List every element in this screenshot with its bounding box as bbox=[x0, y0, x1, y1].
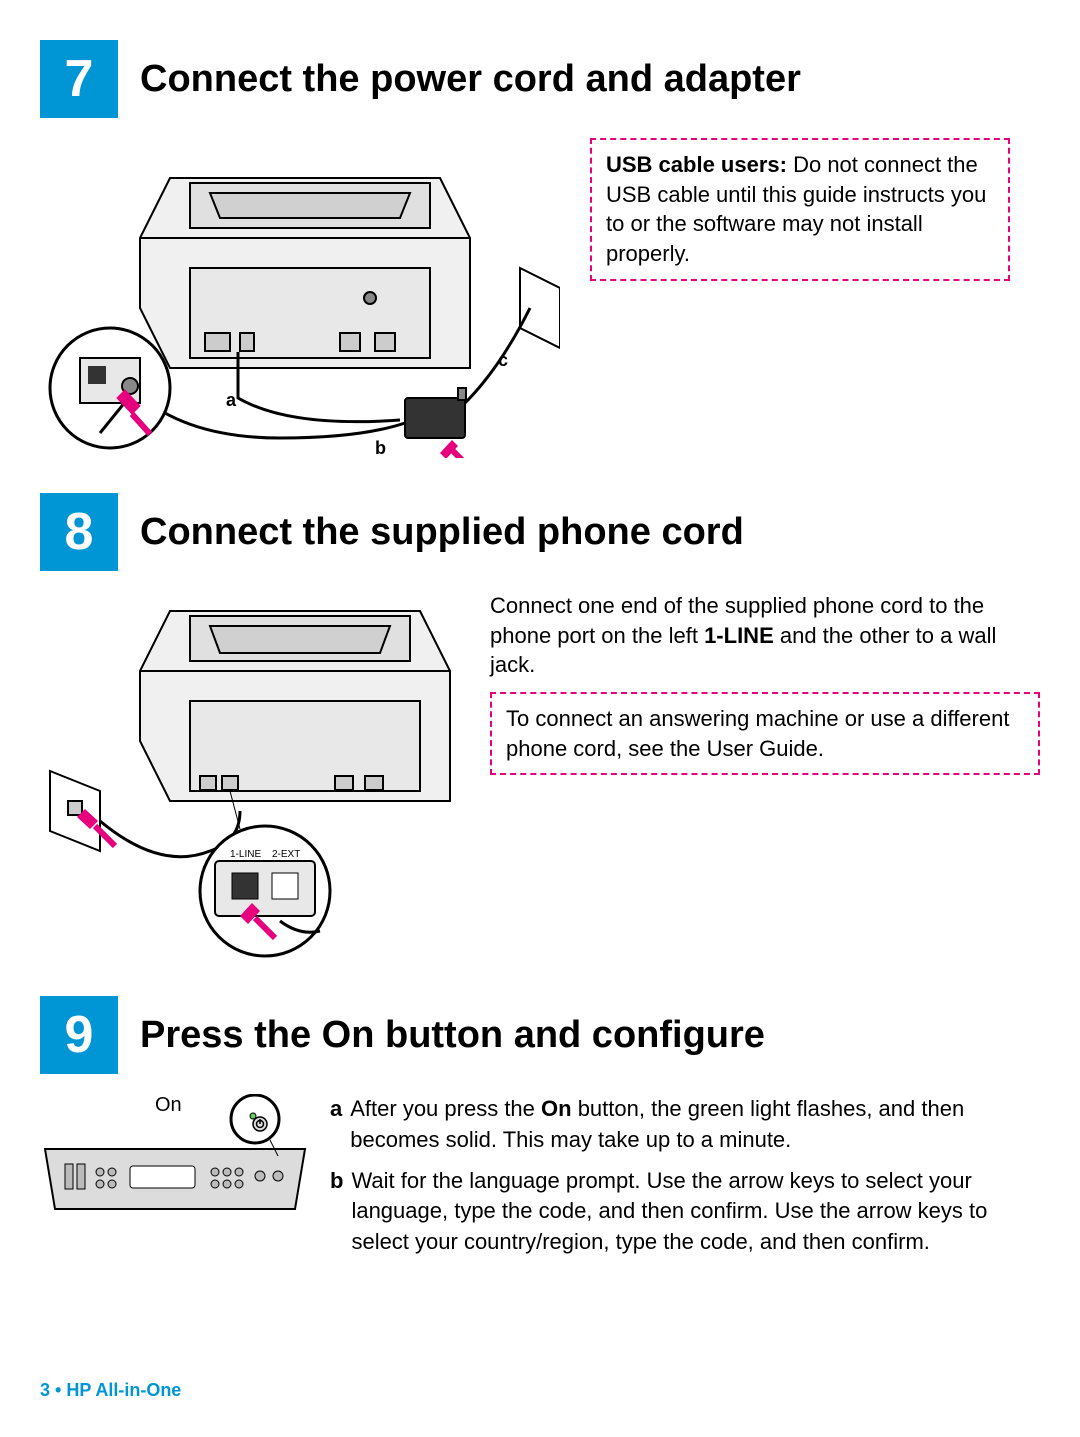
step-9-b-text: Wait for the language prompt. Use the ar… bbox=[351, 1166, 1040, 1258]
step-8-title: Connect the supplied phone cord bbox=[140, 511, 744, 554]
step-9-number: 9 bbox=[40, 996, 118, 1074]
step-7-title: Connect the power cord and adapter bbox=[140, 58, 801, 101]
page-footer: 3 • HP All-in-One bbox=[40, 1380, 181, 1401]
step-9-illustration: On bbox=[40, 1094, 310, 1229]
step-9-sublist: a After you press the On button, the gre… bbox=[330, 1094, 1040, 1268]
step-9-a-letter: a bbox=[330, 1094, 342, 1156]
step-9-a-bold: On bbox=[541, 1096, 572, 1121]
svg-text:1-LINE: 1-LINE bbox=[230, 849, 261, 860]
step-9-item-b: b Wait for the language prompt. Use the … bbox=[330, 1166, 1040, 1258]
step-7-header: 7 Connect the power cord and adapter bbox=[40, 40, 1040, 118]
step-8-header: 8 Connect the supplied phone cord bbox=[40, 493, 1040, 571]
svg-text:b: b bbox=[375, 438, 386, 458]
step-8-illustration: 1-LINE 2-EXT bbox=[40, 591, 460, 966]
svg-text:2-EXT: 2-EXT bbox=[272, 849, 300, 860]
svg-text:a: a bbox=[226, 390, 237, 410]
step-8-body: 1-LINE 2-EXT Connect one end of the supp… bbox=[40, 591, 1040, 966]
step-7-note: USB cable users: Do not connect the USB … bbox=[590, 138, 1010, 281]
step-9-body: On bbox=[40, 1094, 1040, 1268]
step-8-note: To connect an answering machine or use a… bbox=[490, 692, 1040, 775]
step-7-note-bold: USB cable users: bbox=[606, 152, 787, 177]
step-7-body: a b c USB cable users: Do not connect th… bbox=[40, 138, 1040, 463]
step-9-header: 9 Press the On button and configure bbox=[40, 996, 1040, 1074]
step-9-a-pre: After you press the bbox=[350, 1096, 541, 1121]
step-9-title: Press the On button and configure bbox=[140, 1014, 765, 1057]
step-8-text: Connect one end of the supplied phone co… bbox=[490, 591, 1040, 775]
step-9-b-letter: b bbox=[330, 1166, 343, 1258]
step-8-paragraph: Connect one end of the supplied phone co… bbox=[490, 591, 1040, 680]
step-7-illustration: a b c bbox=[40, 138, 560, 463]
step-7-number: 7 bbox=[40, 40, 118, 118]
step-8-number: 8 bbox=[40, 493, 118, 571]
step-8-para-bold: 1-LINE bbox=[704, 623, 774, 648]
step-9-a-text: After you press the On button, the green… bbox=[350, 1094, 1040, 1156]
step-9-item-a: a After you press the On button, the gre… bbox=[330, 1094, 1040, 1156]
svg-text:c: c bbox=[498, 350, 508, 370]
on-label: On bbox=[155, 1094, 182, 1117]
